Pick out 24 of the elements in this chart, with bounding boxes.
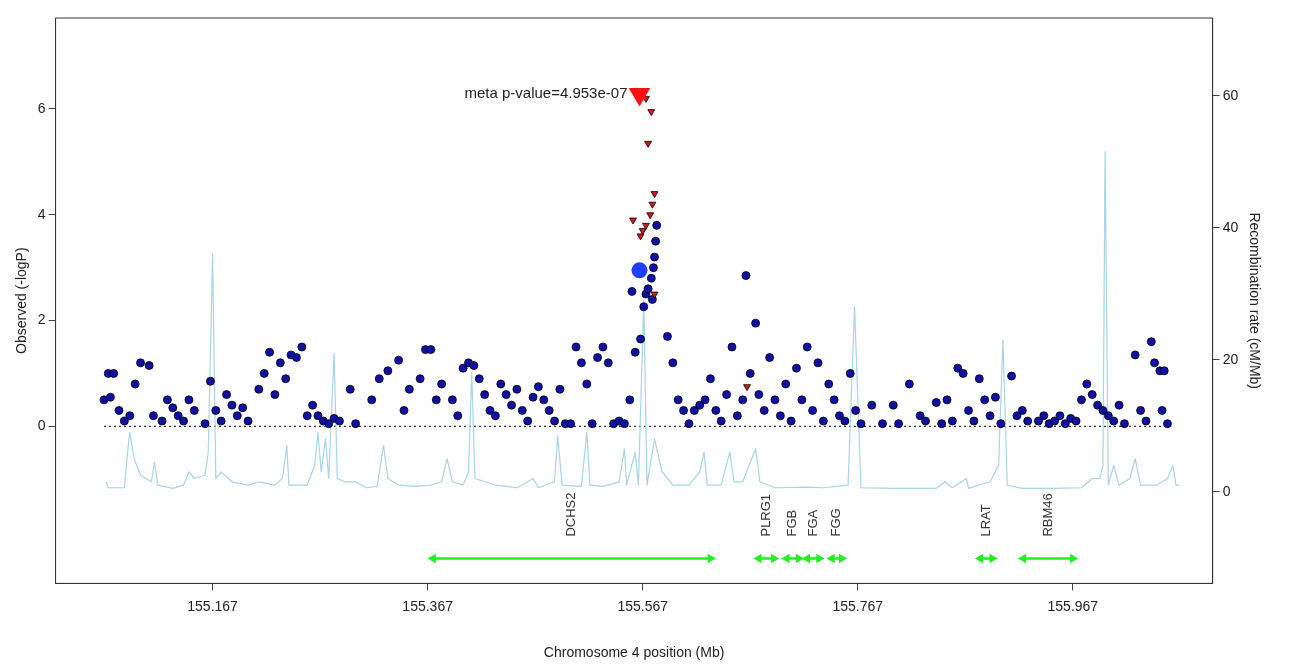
text: FGA xyxy=(804,509,820,537)
text: PLRG1 xyxy=(757,493,773,537)
y-axis-title: Observed (-logP) xyxy=(13,247,30,354)
y-tick-label: 4 xyxy=(37,205,46,222)
y-tick-label: 2 xyxy=(37,311,46,328)
x-tick-label: 155.567 xyxy=(617,597,669,614)
x-axis-title: Chromosome 4 position (Mb) xyxy=(543,644,725,661)
annotation: meta p-value=4.953e-07 xyxy=(464,84,628,102)
x-tick-label: 155.967 xyxy=(1047,597,1099,614)
text: LRAT xyxy=(977,504,993,537)
x-tick-label: 155.167 xyxy=(187,597,239,614)
y-tick-label: 6 xyxy=(37,99,46,116)
y2-tick-label: 20 xyxy=(1222,350,1239,367)
y2-tick-label: 60 xyxy=(1222,86,1239,103)
y2-tick-label: 0 xyxy=(1222,482,1231,499)
y2-axis-title: Recombination rate (cM/Mb) xyxy=(1246,212,1263,390)
y2-tick-label: 40 xyxy=(1222,218,1239,235)
x-tick-label: 155.367 xyxy=(402,597,454,614)
text: RBM46 xyxy=(1039,493,1055,537)
y-tick-label: 0 xyxy=(37,417,46,434)
text: FGB xyxy=(784,509,800,537)
x-tick-label: 155.767 xyxy=(832,597,884,614)
text: FGG xyxy=(828,508,844,537)
text: DCHS2 xyxy=(563,492,579,537)
